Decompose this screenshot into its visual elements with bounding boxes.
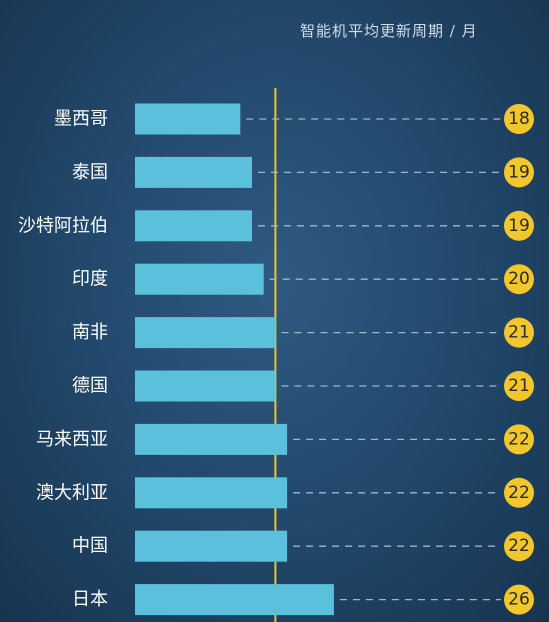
- category-label: 日本: [72, 589, 108, 610]
- value-badge: [504, 424, 534, 455]
- chart-title: 智能机平均更新周期 / 月: [300, 22, 478, 40]
- category-label: 泰国: [72, 162, 108, 183]
- value-label: 18: [508, 109, 530, 129]
- value-label: 19: [508, 216, 530, 236]
- category-label: 德国: [72, 376, 108, 397]
- bar: [135, 210, 252, 242]
- value-label: 21: [508, 323, 530, 343]
- value-badge: [504, 264, 534, 295]
- category-label: 印度: [72, 269, 108, 290]
- value-label: 21: [508, 376, 530, 396]
- category-label: 南非: [72, 322, 108, 343]
- bar: [135, 103, 241, 135]
- bar: [135, 530, 288, 562]
- value-label: 19: [508, 162, 530, 182]
- value-badge: [504, 157, 534, 188]
- value-badge: [504, 210, 534, 241]
- value-label: 22: [508, 536, 530, 556]
- bar: [135, 156, 252, 188]
- bar: [135, 584, 334, 616]
- value-label: 22: [508, 483, 530, 503]
- value-badge: [504, 584, 534, 615]
- category-label: 澳大利亚: [36, 482, 108, 503]
- bar: [135, 423, 288, 455]
- bar: [135, 370, 276, 402]
- value-badge: [504, 371, 534, 401]
- value-badge: [504, 317, 534, 348]
- category-label: 沙特阿拉伯: [18, 215, 108, 236]
- value-badge: [504, 477, 534, 508]
- bar: [135, 263, 264, 295]
- value-badge: [504, 531, 534, 562]
- category-label: 中国: [72, 536, 108, 557]
- category-label: 马来西亚: [36, 429, 108, 450]
- bar: [135, 317, 276, 349]
- category-label: 墨西哥: [54, 109, 108, 130]
- bar: [135, 477, 288, 509]
- value-label: 26: [508, 590, 530, 610]
- value-badge: [504, 104, 534, 134]
- value-label: 20: [508, 269, 530, 289]
- value-label: 22: [508, 429, 530, 449]
